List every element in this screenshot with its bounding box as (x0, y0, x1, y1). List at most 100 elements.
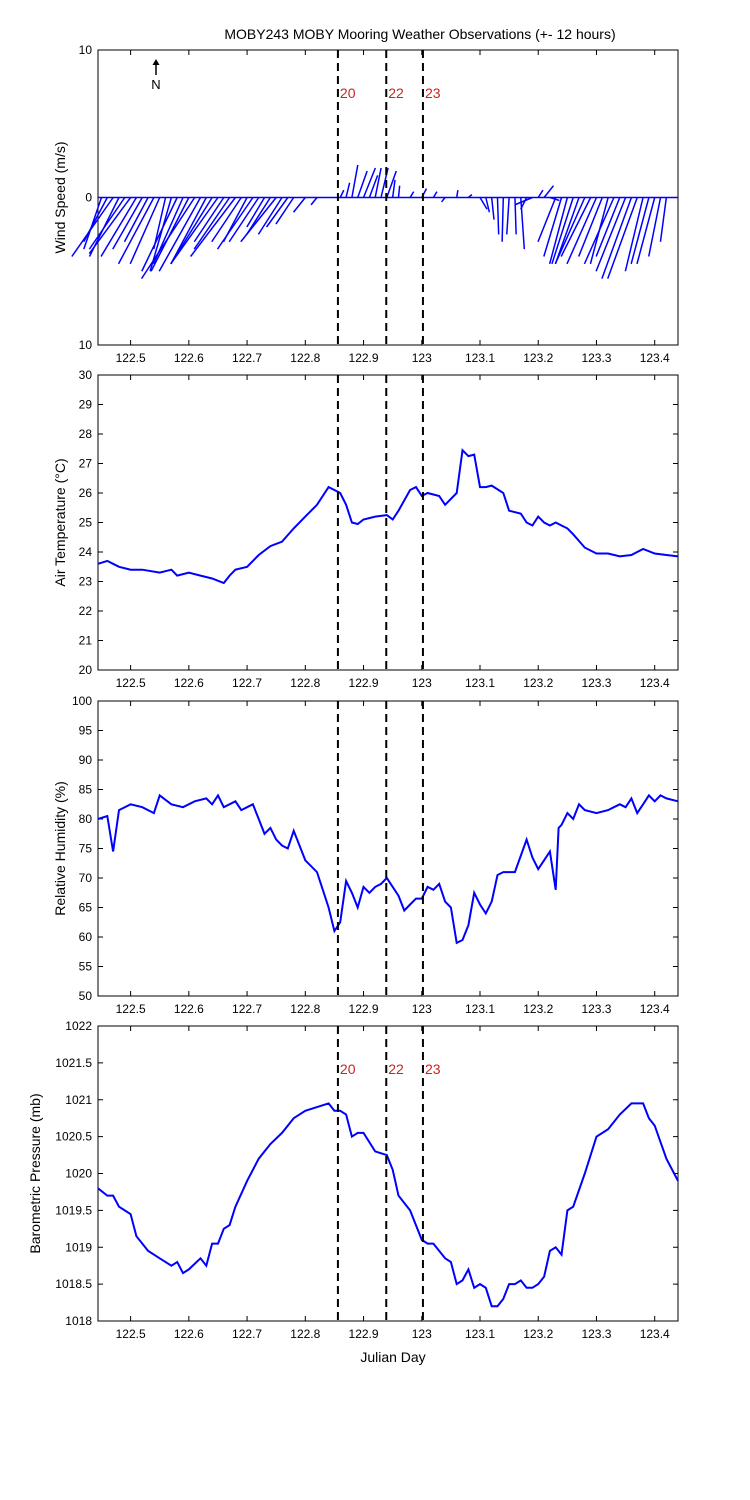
y-tick-label: 1020 (65, 1167, 92, 1181)
wind-vector (117, 197, 155, 265)
wind-vector (216, 197, 254, 250)
y-tick-label: 27 (79, 457, 93, 471)
y-tick-label: 80 (79, 812, 93, 826)
y-tick-label: 21 (79, 634, 93, 648)
y-tick-label: 23 (79, 575, 93, 589)
wind-vector (624, 197, 644, 272)
y-tick-label: 20 (79, 663, 93, 677)
barometric-pressure-y-axis-label: Barometric Pressure (mb) (27, 1093, 43, 1253)
wind-vector (543, 185, 555, 198)
y-tick-label: 100 (72, 694, 92, 708)
wind-vector (506, 197, 510, 235)
wind-vector (595, 197, 621, 257)
x-tick-label: 122.7 (232, 351, 262, 365)
wind-vector (310, 197, 318, 206)
wind-vector (88, 197, 126, 250)
relative-humidity-y-axis-label: Relative Humidity (%) (52, 781, 68, 916)
relative-humidity-panel: 122.5 122.6 122.7 122.8 122.9 123 123.1 123.2 12… (52, 694, 679, 1016)
wind-vector (141, 197, 178, 272)
event-marker-label: 22 (388, 85, 404, 101)
x-tick-label: 123.3 (581, 1002, 611, 1016)
wind-vector (560, 197, 592, 257)
x-tick-label: 122.7 (232, 1002, 262, 1016)
wind-vector (362, 167, 377, 198)
x-tick-label: 123.1 (465, 1327, 495, 1341)
wind-vector (397, 185, 401, 198)
wind-vector (601, 197, 633, 279)
wind-vector (537, 197, 557, 243)
y-tick-label: 25 (79, 516, 93, 530)
wind-vector (520, 197, 526, 250)
y-tick-label: 1018.5 (55, 1277, 92, 1291)
x-tick-label: 122.6 (174, 351, 204, 365)
x-tick-label: 123.4 (640, 1002, 670, 1016)
wind-vector (339, 189, 345, 198)
wind-vector (129, 197, 161, 265)
chart-title: MOBY243 MOBY Mooring Weather Observation… (224, 26, 615, 42)
x-tick-label: 122.6 (174, 1002, 204, 1016)
north-indicator: N (151, 59, 161, 92)
x-tick-label: 122.7 (232, 676, 262, 690)
y-tick-label: 1021 (65, 1093, 92, 1107)
x-tick-label: 123.4 (640, 676, 670, 690)
event-marker-label: 23 (425, 1061, 441, 1077)
x-tick-label: 122.6 (174, 676, 204, 690)
wind-vector (391, 179, 396, 198)
wind-vector (537, 189, 544, 198)
wind-vector (467, 193, 473, 199)
x-tick-label: 122.9 (349, 1002, 379, 1016)
wind-vector (566, 197, 598, 265)
y-tick-label: 1019 (65, 1240, 92, 1254)
y-tick-label: 1019.5 (55, 1203, 92, 1217)
y-tick-label: 90 (79, 753, 93, 767)
x-tick-label: 122.7 (232, 1327, 262, 1341)
x-tick-label: 122.9 (349, 1327, 379, 1341)
air-temperature-series-line (97, 448, 679, 585)
y-tick-label: 22 (79, 604, 93, 618)
x-tick-label: 123.1 (465, 1002, 495, 1016)
wind-vector (554, 197, 586, 265)
wind-vector (170, 197, 219, 265)
wind-vector (514, 197, 517, 235)
wind-vector (595, 197, 627, 272)
y-tick-label: 1020.5 (55, 1130, 92, 1144)
wind-vector (636, 197, 656, 265)
x-tick-label: 122.5 (116, 676, 146, 690)
x-tick-label: 123 (412, 351, 432, 365)
x-tick-label: 122.8 (290, 1002, 320, 1016)
air-temperature-panel: 122.5 122.6 122.7 122.8 122.9 123 123.1 123.2 12… (52, 368, 679, 690)
wind-vector (265, 197, 289, 228)
wind-vector (485, 197, 491, 213)
wind-panel: 122.5 122.6 122.7 122.8 122.9 123 123.1 123.2 12… (52, 43, 679, 365)
air-temperature-y-axis-label: Air Temperature (°C) (52, 458, 68, 586)
north-label: N (151, 77, 160, 92)
wind-vector (71, 197, 114, 257)
wind-vector (479, 197, 488, 210)
wind-vector (351, 164, 359, 198)
y-tick-label: 10 (79, 338, 93, 352)
wind-vector (514, 196, 533, 206)
x-tick-label: 122.5 (116, 1002, 146, 1016)
wind-vector (630, 197, 650, 265)
wind-vector (409, 191, 415, 198)
wind-vector (440, 197, 446, 203)
wind-vector (100, 197, 138, 257)
y-tick-label: 65 (79, 901, 93, 915)
wind-vector (88, 197, 132, 254)
x-tick-label: 123.4 (640, 351, 670, 365)
wind-vector (496, 197, 500, 235)
x-tick-label: 123 (412, 1327, 432, 1341)
x-tick-label: 122.6 (174, 1327, 204, 1341)
wind-vector (455, 190, 459, 198)
y-tick-label: 1018 (65, 1314, 92, 1328)
y-tick-label: 29 (79, 398, 93, 412)
y-tick-label: 60 (79, 930, 93, 944)
event-marker-label: 20 (340, 85, 356, 101)
wind-vector (140, 197, 196, 280)
air-temperature-plot-frame (97, 374, 679, 671)
wind-vector (659, 197, 668, 242)
wind-vector (490, 197, 495, 220)
wind-vector (257, 197, 283, 235)
x-tick-label: 123.1 (465, 351, 495, 365)
